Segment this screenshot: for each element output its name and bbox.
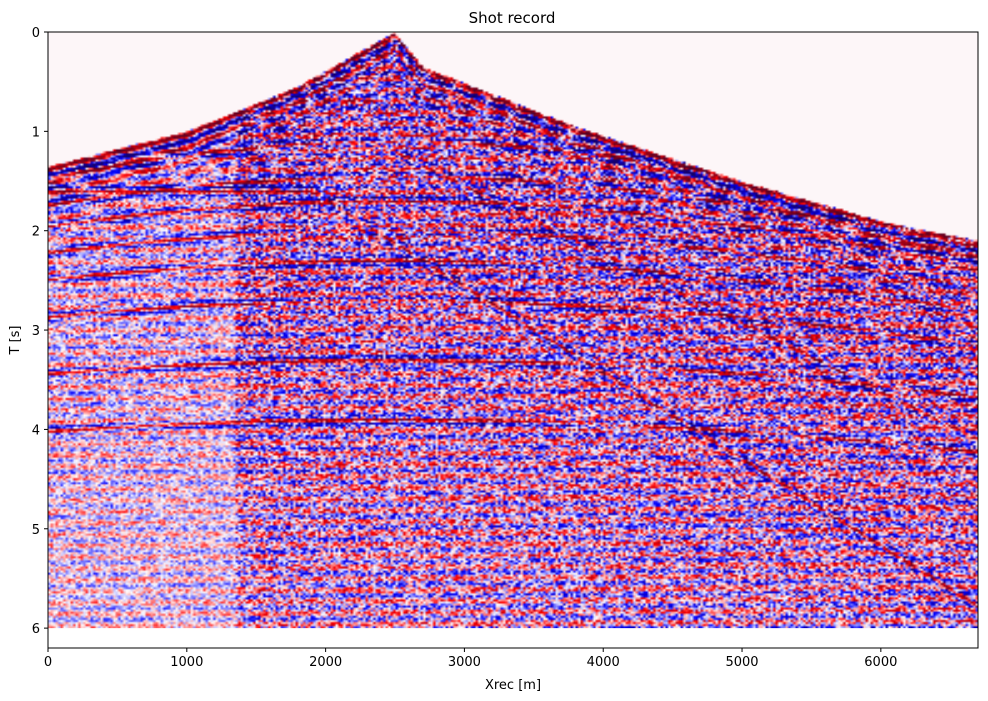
- y-tick-label: 3: [32, 324, 40, 339]
- y-tick-label: 2: [32, 225, 40, 240]
- y-tick-label: 1: [32, 125, 40, 140]
- seismic-image: [48, 32, 978, 629]
- plot-frame: [47, 31, 979, 649]
- x-tick-label: 4000: [587, 655, 620, 670]
- y-tick-label: 5: [32, 523, 40, 538]
- x-axis: 0 1000 2000 3000 4000 5000 6000: [44, 648, 897, 670]
- x-tick-label: 6000: [864, 655, 897, 670]
- y-tick-label: 6: [32, 622, 40, 637]
- x-tick-label: 2000: [309, 655, 342, 670]
- chart-title: Shot record: [469, 9, 556, 27]
- y-tick-label: 0: [32, 26, 40, 41]
- x-tick-label: 0: [44, 655, 52, 670]
- x-tick-label: 1000: [170, 655, 203, 670]
- y-tick-label: 4: [32, 423, 40, 438]
- x-axis-label: Xrec [m]: [485, 678, 541, 693]
- x-tick-label: 3000: [448, 655, 481, 670]
- y-axis-label: T [s]: [8, 326, 23, 356]
- y-axis: 0 1 2 3 4 5 6: [32, 26, 48, 637]
- x-tick-label: 5000: [725, 655, 758, 670]
- plot-area: [48, 32, 978, 629]
